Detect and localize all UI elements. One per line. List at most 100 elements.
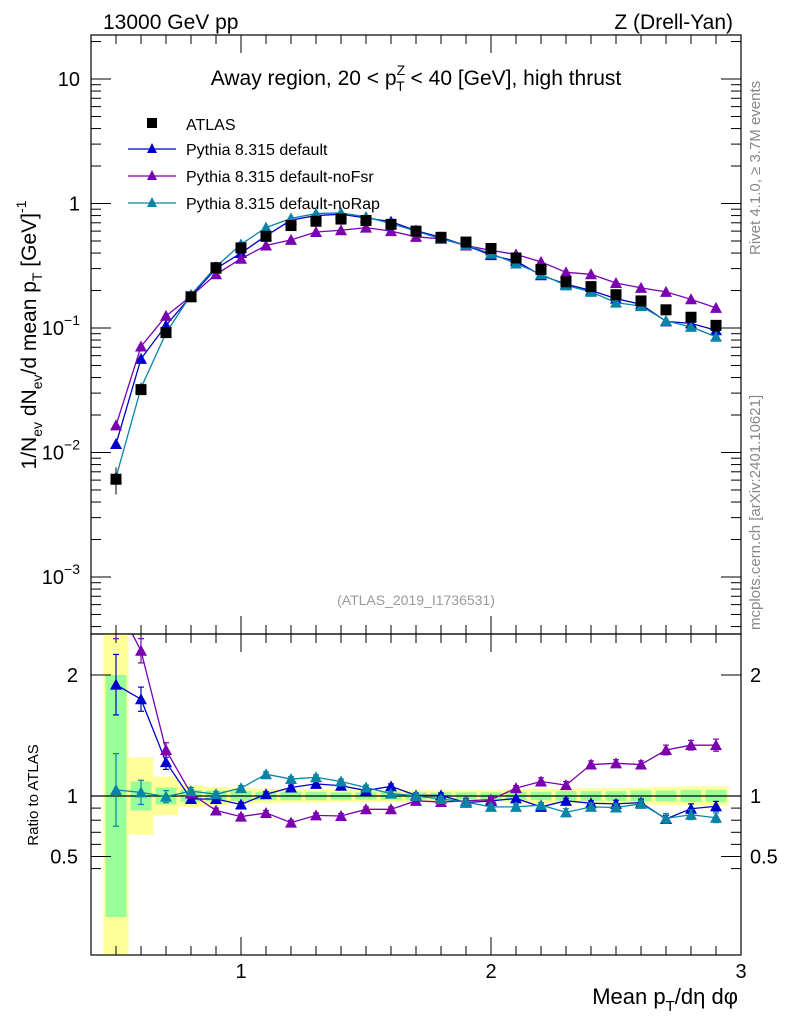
- main-point-noFsr: [160, 309, 172, 321]
- ratio-point-noFsr: [160, 744, 172, 756]
- legend-marker-default: [147, 143, 157, 153]
- ratio-point-noFsr: [135, 644, 147, 656]
- ratio-point-noFsr: [210, 804, 222, 816]
- main-y-tick-label: 1: [69, 194, 80, 216]
- ratio-ticks: [91, 634, 742, 955]
- ratio-point-default: [110, 678, 122, 690]
- x-tick-label: 1: [235, 961, 246, 983]
- ratio-point-noRap: [510, 800, 522, 812]
- ratio-y-tick-label: 2: [67, 665, 78, 687]
- plot-title: Away region, 20 < pZ T < 40 [GeV], high t…: [211, 62, 622, 94]
- analysis-id: (ATLAS_2019_I1736531): [337, 592, 495, 608]
- main-point-noRap: [610, 296, 622, 308]
- ratio-point-noRap: [360, 781, 372, 793]
- ratio-point-noFsr: [310, 809, 322, 821]
- ratio-point-noRap: [260, 768, 272, 780]
- ratio-point-noRap: [285, 773, 297, 785]
- atlas-point: [210, 262, 222, 274]
- main-series-noRap: [110, 206, 722, 483]
- ratio-point-noRap: [385, 787, 397, 799]
- main-point-noFsr: [110, 419, 122, 431]
- atlas-point: [460, 236, 472, 248]
- main-point-noRap: [685, 320, 697, 332]
- x-tick-label: 2: [485, 961, 496, 983]
- ratio-point-default: [710, 800, 722, 812]
- x-tick-label: 3: [735, 961, 746, 983]
- main-y-tick-labels: 10 1 10−1 10−2 10−3: [42, 69, 80, 589]
- ratio-point-noRap: [210, 788, 222, 800]
- ratio-y-tick-label: 1: [67, 786, 78, 808]
- main-series-noFsr: [110, 221, 722, 431]
- ratio-point-noFsr: [635, 758, 647, 770]
- ratio-point-noRap: [585, 800, 597, 812]
- main-point-default: [135, 352, 147, 364]
- ratio-series: [110, 596, 722, 828]
- main-point-noFsr: [710, 301, 722, 313]
- atlas-point: [585, 281, 597, 293]
- main-point-default: [110, 438, 122, 450]
- ratio-point-noRap: [135, 786, 147, 798]
- main-point-noRap: [710, 330, 722, 342]
- rivet-label: Rivet 4.1.0, ≥ 3.7M events: [747, 81, 764, 255]
- atlas-point: [185, 291, 197, 303]
- main-point-noFsr: [610, 276, 622, 288]
- atlas-point: [385, 218, 397, 230]
- main-point-noFsr: [360, 221, 372, 233]
- mcplots-label: mcplots.cern.ch [arXiv:2401.10621]: [747, 395, 764, 630]
- ratio-point-noFsr: [535, 775, 547, 787]
- atlas-point: [710, 319, 722, 331]
- ratio-y-tick-label-right: 2: [750, 665, 761, 687]
- ratio-point-default: [160, 756, 172, 768]
- ratio-point-noFsr: [360, 803, 372, 815]
- ratio-y-tick-label: 0.5: [50, 847, 78, 869]
- ratio-point-default: [260, 788, 272, 800]
- ratio-point-noRap: [560, 806, 572, 818]
- ratio-point-noRap: [410, 790, 422, 801]
- ratio-point-noFsr: [110, 596, 122, 607]
- main-y-tick-label: 10: [58, 69, 80, 91]
- ratio-point-noFsr: [710, 739, 722, 751]
- atlas-point: [610, 289, 622, 301]
- ratio-point-noFsr: [510, 782, 522, 794]
- main-line-noFsr: [115, 226, 717, 426]
- ratio-y-tick-labels: 2 2 1 1 0.5 0.5: [50, 665, 778, 869]
- main-line-default: [115, 213, 717, 445]
- atlas-point: [260, 230, 272, 242]
- ratio-point-noRap: [485, 800, 497, 812]
- ratio-point-default: [235, 798, 247, 810]
- ratio-point-default: [510, 792, 522, 804]
- main-point-noFsr: [210, 268, 222, 280]
- main-y-axis-label: 1/Nev dNev/d mean pT [GeV]-1: [13, 200, 45, 469]
- ratio-series-group: [110, 596, 722, 828]
- ratio-point-noFsr: [335, 809, 347, 821]
- atlas-point: [410, 225, 422, 237]
- ratio-point-noRap: [610, 801, 622, 813]
- main-point-noFsr: [285, 233, 297, 245]
- ratio-point-noFsr: [585, 758, 597, 770]
- ratio-y-tick-label-right: 0.5: [750, 847, 778, 869]
- legend-marker-atlas: [147, 118, 157, 128]
- atlas-point: [360, 215, 372, 227]
- ratio-panel: 2 2 1 1 0.5 0.5 1 2 3 Ratio to ATLAS Mean pT/dη…: [25, 596, 778, 1015]
- main-point-noFsr: [335, 224, 347, 236]
- main-y-tick-label: 10−2: [42, 437, 80, 465]
- atlas-point: [560, 276, 572, 288]
- main-point-noFsr: [585, 268, 597, 280]
- atlas-point: [660, 304, 672, 316]
- ratio-point-noRap: [635, 797, 647, 809]
- ratio-point-noFsr: [660, 744, 672, 756]
- ratio-y-tick-label-right: 1: [750, 786, 761, 808]
- main-point-noFsr: [310, 226, 322, 238]
- ratio-point-noRap: [110, 783, 122, 795]
- main-series-atlas: [110, 213, 722, 495]
- main-point-noFsr: [235, 252, 247, 264]
- ratio-point-noRap: [335, 775, 347, 787]
- atlas-point: [135, 384, 147, 396]
- ratio-point-noFsr: [235, 810, 247, 822]
- main-series: [110, 206, 722, 495]
- main-point-noFsr: [660, 285, 672, 297]
- atlas-point: [435, 231, 447, 243]
- ratio-point-default: [285, 781, 297, 793]
- ratio-point-noRap: [710, 811, 722, 823]
- main-point-noFsr: [385, 225, 397, 237]
